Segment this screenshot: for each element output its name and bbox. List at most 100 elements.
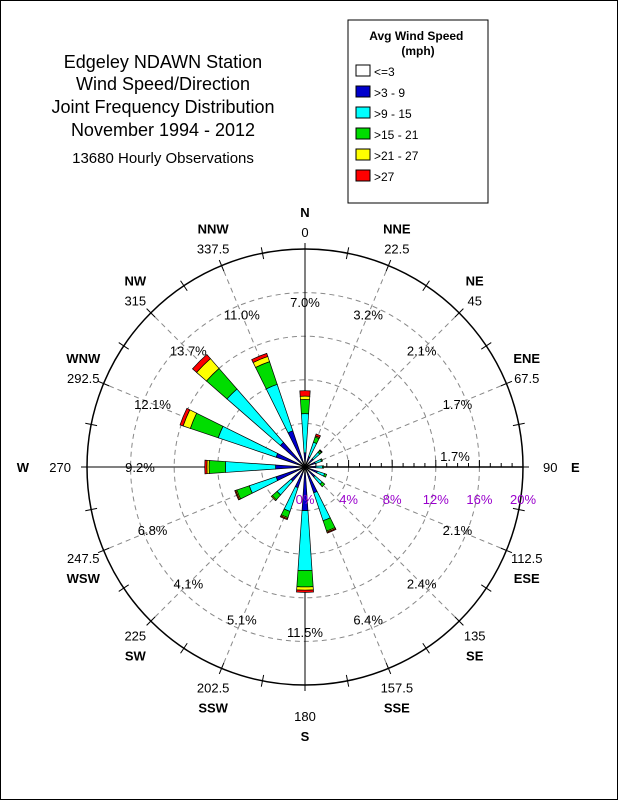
grid-spoke — [304, 466, 460, 622]
outer-tick — [97, 380, 110, 387]
outer-tick — [500, 547, 513, 554]
legend-label: >15 - 21 — [374, 128, 419, 142]
direction-label: ENE — [513, 351, 540, 366]
outer-tick — [218, 259, 225, 272]
sector-percent: 4.1% — [174, 577, 204, 592]
radial-tick-label: 12% — [423, 492, 449, 507]
legend-label: >9 - 15 — [374, 107, 412, 121]
bar-segment — [191, 353, 211, 373]
bar-segment — [234, 489, 241, 501]
degree-label: 67.5 — [514, 371, 539, 386]
chart-subtitle: 13680 Hourly Observations — [72, 150, 254, 167]
bar-segment — [270, 495, 277, 502]
sector-percent: 2.1% — [443, 523, 473, 538]
outer-tick — [500, 380, 513, 387]
title-line-4: November 1994 - 2012 — [71, 120, 255, 140]
legend-title-line-2: (mph) — [401, 44, 434, 58]
title-line-3: Joint Frequency Distribution — [51, 97, 274, 117]
sector-percent: 5.1% — [227, 612, 257, 627]
outer-tick — [180, 280, 188, 292]
radial-tick-label: 4% — [339, 492, 358, 507]
bar-segment — [204, 459, 208, 475]
legend-swatch — [355, 64, 371, 77]
degree-label: 315 — [124, 293, 146, 308]
outer-tick — [180, 642, 188, 654]
direction-label: WSW — [67, 571, 101, 586]
radial-tick-label: 8% — [383, 492, 402, 507]
direction-label: WNW — [66, 351, 101, 366]
wind-bars — [179, 352, 337, 593]
outer-tick — [422, 280, 430, 292]
bar-segment — [296, 569, 314, 588]
degree-label: 22.5 — [384, 241, 409, 256]
bar-segment — [323, 473, 328, 478]
direction-label: NNE — [383, 221, 411, 236]
sector-percent: 11.0% — [224, 308, 260, 323]
radial-tick-label: 20% — [510, 492, 536, 507]
sector-percent: 9.2% — [125, 460, 155, 475]
legend-swatch — [355, 127, 371, 140]
bar-segment — [299, 395, 311, 400]
wind-bar-wsw — [234, 466, 306, 501]
bar-segment — [296, 586, 314, 591]
bar-segment — [320, 458, 324, 462]
sector-percent: 13.7% — [170, 343, 207, 358]
outer-tick — [480, 584, 492, 592]
direction-label: ESE — [514, 571, 540, 586]
direction-label: NNW — [198, 221, 230, 236]
chart-title: Edgeley NDAWN Station Wind Speed/Directi… — [51, 52, 274, 167]
direction-label: N — [300, 205, 309, 220]
degree-label: 247.5 — [67, 551, 100, 566]
outer-tick — [512, 422, 525, 427]
wind-bar-nnw — [251, 352, 306, 468]
bar-segment — [319, 481, 326, 488]
sector-percent: 1.7% — [440, 449, 470, 464]
degree-label: 225 — [124, 629, 146, 644]
wind-bar-n — [299, 390, 311, 468]
legend-swatch — [355, 85, 371, 98]
legend-label: >27 — [374, 170, 395, 184]
outer-tick — [85, 422, 98, 427]
legend: Avg Wind Speed (mph) <=3 >3 - 9 >9 - 15 >15… — [347, 19, 489, 204]
outer-tick — [97, 547, 110, 554]
grid-spoke — [304, 312, 460, 468]
bar-segment — [319, 449, 323, 453]
bar-segment — [326, 528, 337, 534]
degree-label: 135 — [464, 629, 486, 644]
wind-bar-ene — [304, 458, 324, 468]
degree-label: 0 — [301, 225, 308, 240]
outer-tick — [218, 662, 225, 675]
direction-label: SSW — [198, 701, 228, 716]
grid-spoke — [304, 466, 507, 551]
degree-label: 180 — [294, 709, 316, 724]
direction-label: NW — [124, 273, 146, 288]
grid-spoke — [304, 265, 389, 468]
direction-label: NE — [466, 273, 484, 288]
direction-label: S — [301, 729, 310, 744]
outer-tick — [146, 616, 156, 626]
legend-title-line-1: Avg Wind Speed — [369, 29, 463, 43]
direction-label: SE — [466, 649, 484, 664]
legend-label: >3 - 9 — [374, 86, 405, 100]
outer-tick — [454, 308, 464, 318]
title-line-2: Wind Speed/Direction — [76, 74, 250, 94]
outer-tick — [260, 674, 265, 687]
polar-labels: 0% 4% 8% 12% 16% 20% 7.0% N 0 3.2% NNE 22.5 2.1% NE 45… — [17, 205, 580, 744]
degree-label: 112.5 — [511, 551, 543, 566]
bar-segment — [251, 352, 269, 364]
sector-percent: 6.4% — [353, 612, 383, 627]
outer-tick — [85, 507, 98, 512]
outer-tick — [385, 662, 392, 675]
degree-label: 45 — [467, 293, 481, 308]
bar-segment — [296, 589, 314, 593]
title-line-1: Edgeley NDAWN Station — [64, 52, 262, 72]
wind-bar-wnw — [179, 407, 306, 468]
sector-percent: 2.1% — [407, 343, 437, 358]
legend-swatch — [355, 106, 371, 119]
wind-bar-sse — [304, 466, 337, 534]
sector-percent: 12.1% — [134, 397, 171, 412]
direction-label: SSE — [384, 701, 410, 716]
wind-bar-s — [296, 466, 314, 593]
wind-bar-se — [304, 466, 326, 488]
